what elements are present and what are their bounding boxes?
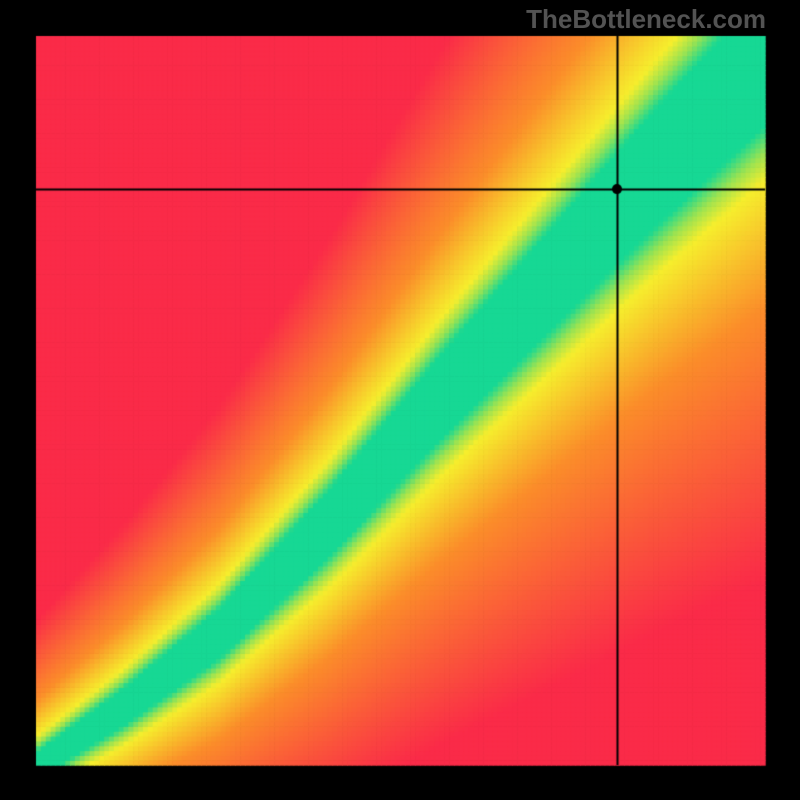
watermark-text: TheBottleneck.com	[526, 4, 766, 35]
bottleneck-heatmap	[0, 0, 800, 800]
